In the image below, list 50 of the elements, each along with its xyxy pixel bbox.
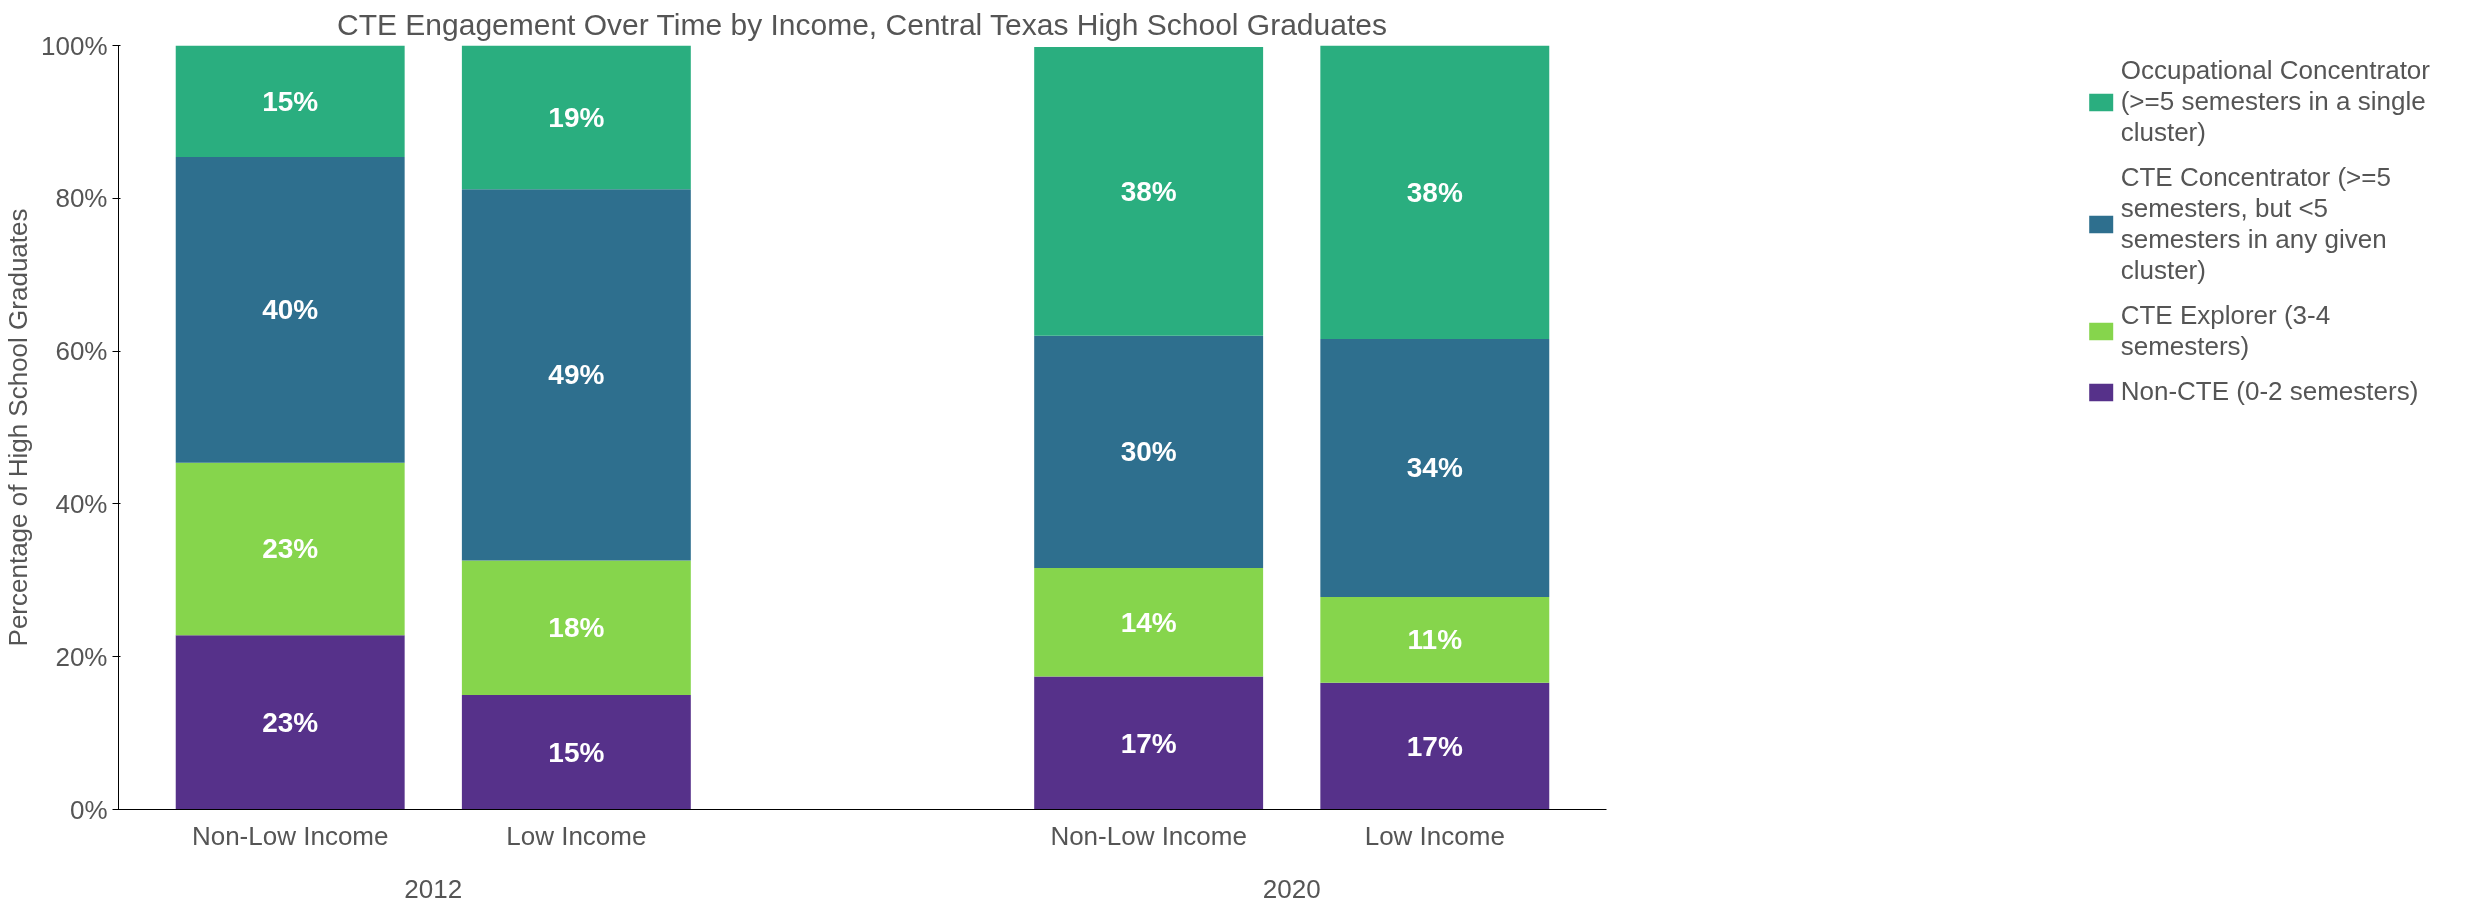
data-label: 40% [262,294,319,326]
bar [1320,338,1550,598]
bar [175,45,405,158]
data-label: 23% [262,533,319,565]
y-tick-label: 80% [55,183,108,214]
bar [1320,682,1550,810]
legend-label: Occupational Concentrator (>=5 semesters in a single cluster) [2120,55,2430,148]
data-label: 23% [262,706,319,738]
y-tick-label: 20% [55,641,108,672]
data-label: 11% [1407,624,1463,656]
x-tick-label: Non-Low Income [191,820,389,851]
bar [175,635,405,810]
bar [461,189,691,561]
y-axis-title: Percentage of High School Graduates [3,208,33,647]
text: 2020 [1262,873,1321,904]
legend-label: CTE Explorer (3-4 semesters) [2120,300,2331,362]
data-label: 18% [548,612,605,644]
bar [461,45,691,190]
bar [1320,45,1550,339]
text: 2012 [404,873,463,904]
legend-label: CTE Concentrator (>=5 semesters, but <5 semesters in any given cluster) [2120,162,2391,286]
data-label: 34% [1406,452,1463,484]
bar [1034,676,1264,810]
bar [461,560,691,695]
x-tick-label: Low Income [506,820,647,851]
data-label: 17% [1406,730,1463,762]
data-label: 17% [1120,727,1177,759]
data-label: 15% [262,85,319,117]
x-tick-label: Low Income [1364,820,1505,851]
data-label: 38% [1406,176,1463,208]
data-label: 15% [548,736,605,768]
y-tick-label: 100% [41,30,108,61]
data-label: 30% [1120,436,1177,468]
bar [1034,568,1264,677]
data-label: 14% [1120,606,1177,638]
bar [1320,597,1550,683]
data-label: 19% [548,101,605,133]
data-label: 49% [548,359,605,391]
y-tick-label: 60% [55,336,108,367]
bar [175,462,405,636]
bar [1034,47,1264,336]
bar [1034,335,1264,569]
chart-title: CTE Engagement Over Time by Income, Central Texas High School Graduates [336,7,1387,41]
y-tick-label: 0% [69,794,108,825]
legend-label: Non-CTE (0-2 semesters) [2120,376,2419,407]
bar [461,694,691,810]
bar [175,157,405,463]
x-tick-label: Non-Low Income [1050,820,1247,851]
y-tick-label: 40% [55,488,108,519]
data-label: 38% [1120,175,1177,207]
